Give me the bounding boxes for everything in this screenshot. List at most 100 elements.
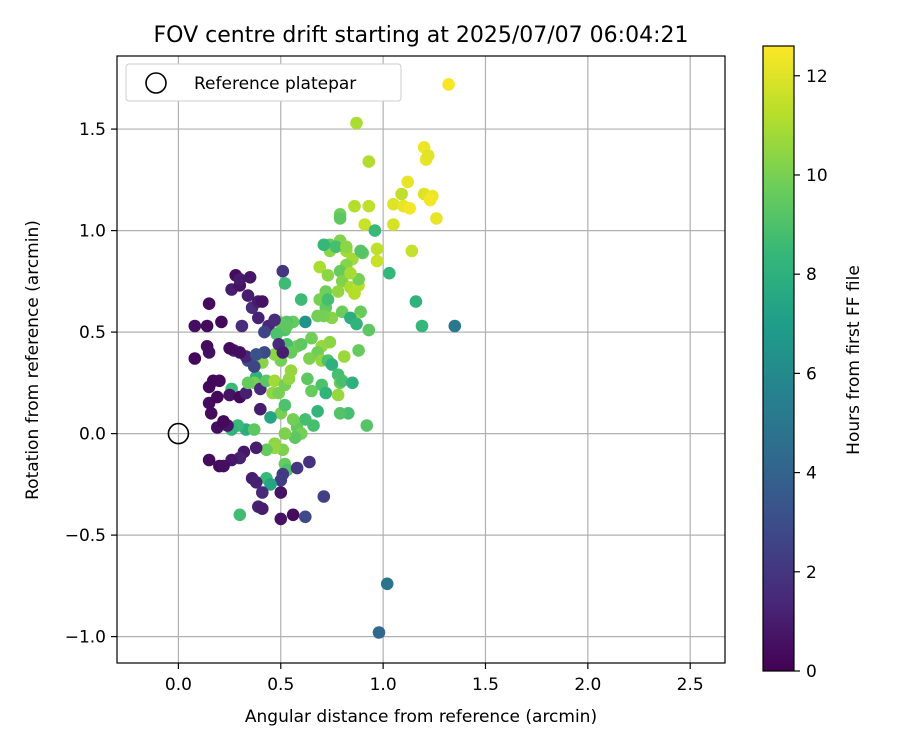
data-point [188,319,202,333]
y-tick-label: −1.0 [65,628,106,648]
data-point [430,212,443,225]
data-point [274,474,288,487]
data-point [305,331,318,345]
data-point [370,242,384,256]
data-point [305,384,318,398]
data-point [247,423,261,436]
data-point [387,218,400,231]
data-point [213,374,226,388]
data-point [362,199,376,213]
data-point [448,319,462,333]
data-point [255,486,269,499]
data-point [274,486,288,499]
y-axis-ticks: −1.0 −0.5 0.0 0.5 1.0 1.5 [65,120,117,648]
data-point [200,319,214,333]
data-point [241,376,255,390]
data-point [333,264,347,278]
data-point [321,269,335,282]
x-tick-label: 1.0 [370,675,397,695]
data-point [403,202,417,215]
data-point [239,386,253,400]
colorbar-tick-label: 10 [806,166,828,186]
data-point [344,266,357,280]
colorbar-tick-label: 2 [806,563,817,583]
data-point [255,295,269,308]
data-point [276,346,290,359]
data-point [415,319,429,333]
data-point [303,455,316,469]
y-axis-label: Rotation from reference (arcmin) [23,220,43,500]
x-axis-ticks: 0.0 0.5 1.0 1.5 2.0 2.5 [165,663,704,695]
plot-area: 0.0 0.5 1.0 1.5 2.0 2.5 −1.0 −0.5 0.0 0.5 1.0 1.5 [65,55,726,695]
data-point [401,175,415,189]
data-point [372,626,386,639]
data-point [348,199,361,213]
data-point [284,364,298,378]
data-point [233,508,247,522]
colorbar-tick-label: 12 [806,67,828,87]
data-point [340,240,353,254]
data-point [301,372,314,386]
data-point [323,335,337,349]
data-point [286,508,300,522]
data-point [202,453,216,467]
data-point [333,212,347,225]
data-point [346,376,359,390]
colorbar-tick-label: 0 [806,662,817,682]
colorbar-tick-label: 6 [806,364,817,384]
y-tick-label: 0.0 [79,425,106,445]
legend-label: Reference platepar [194,74,356,94]
data-point [299,510,312,524]
data-point [253,402,267,416]
y-tick-label: 0.5 [79,323,106,343]
legend-reference-marker [145,72,167,94]
data-point [217,415,230,428]
data-point [251,311,265,325]
data-point [335,374,349,388]
data-point [299,315,312,329]
reference-marker-layer [167,422,190,445]
data-point [270,327,284,341]
data-point [370,254,384,268]
data-point [348,287,361,300]
data-point [294,293,308,306]
legend: Reference platepar [125,63,402,102]
data-point [409,295,423,308]
data-point [317,490,331,503]
data-point [350,317,363,331]
data-point [243,271,257,284]
colorbar-ticks: 0 2 4 6 8 10 12 [794,67,828,682]
data-point [217,459,230,473]
legend-box [125,63,402,102]
data-point [211,390,224,404]
reference-platepar-marker [167,422,190,445]
data-point [333,407,347,420]
colorbar-tick-label: 8 [806,265,817,285]
plot-frame [116,55,726,664]
data-point [249,348,263,361]
colorbar-gradient [762,45,795,672]
data-point [331,388,345,402]
scatter-points [188,78,462,639]
data-point [405,244,419,258]
data-point [278,427,292,440]
data-point [319,386,333,400]
data-point [280,319,294,333]
data-point [249,441,263,455]
data-point [307,419,320,432]
colorbar-label: Hours from first FF file [844,265,864,455]
data-point [268,313,281,327]
x-tick-label: 2.5 [677,675,704,695]
chart-title: FOV centre drift starting at 2025/07/07 … [154,23,689,48]
data-point [313,260,327,274]
x-tick-label: 0.0 [165,675,192,695]
data-point [354,244,367,258]
data-point [202,297,216,311]
data-point [264,411,277,424]
data-point [360,419,374,432]
data-point [202,346,216,359]
data-point [362,155,376,168]
data-point [276,264,290,278]
data-point [255,502,269,515]
data-point [362,323,376,337]
